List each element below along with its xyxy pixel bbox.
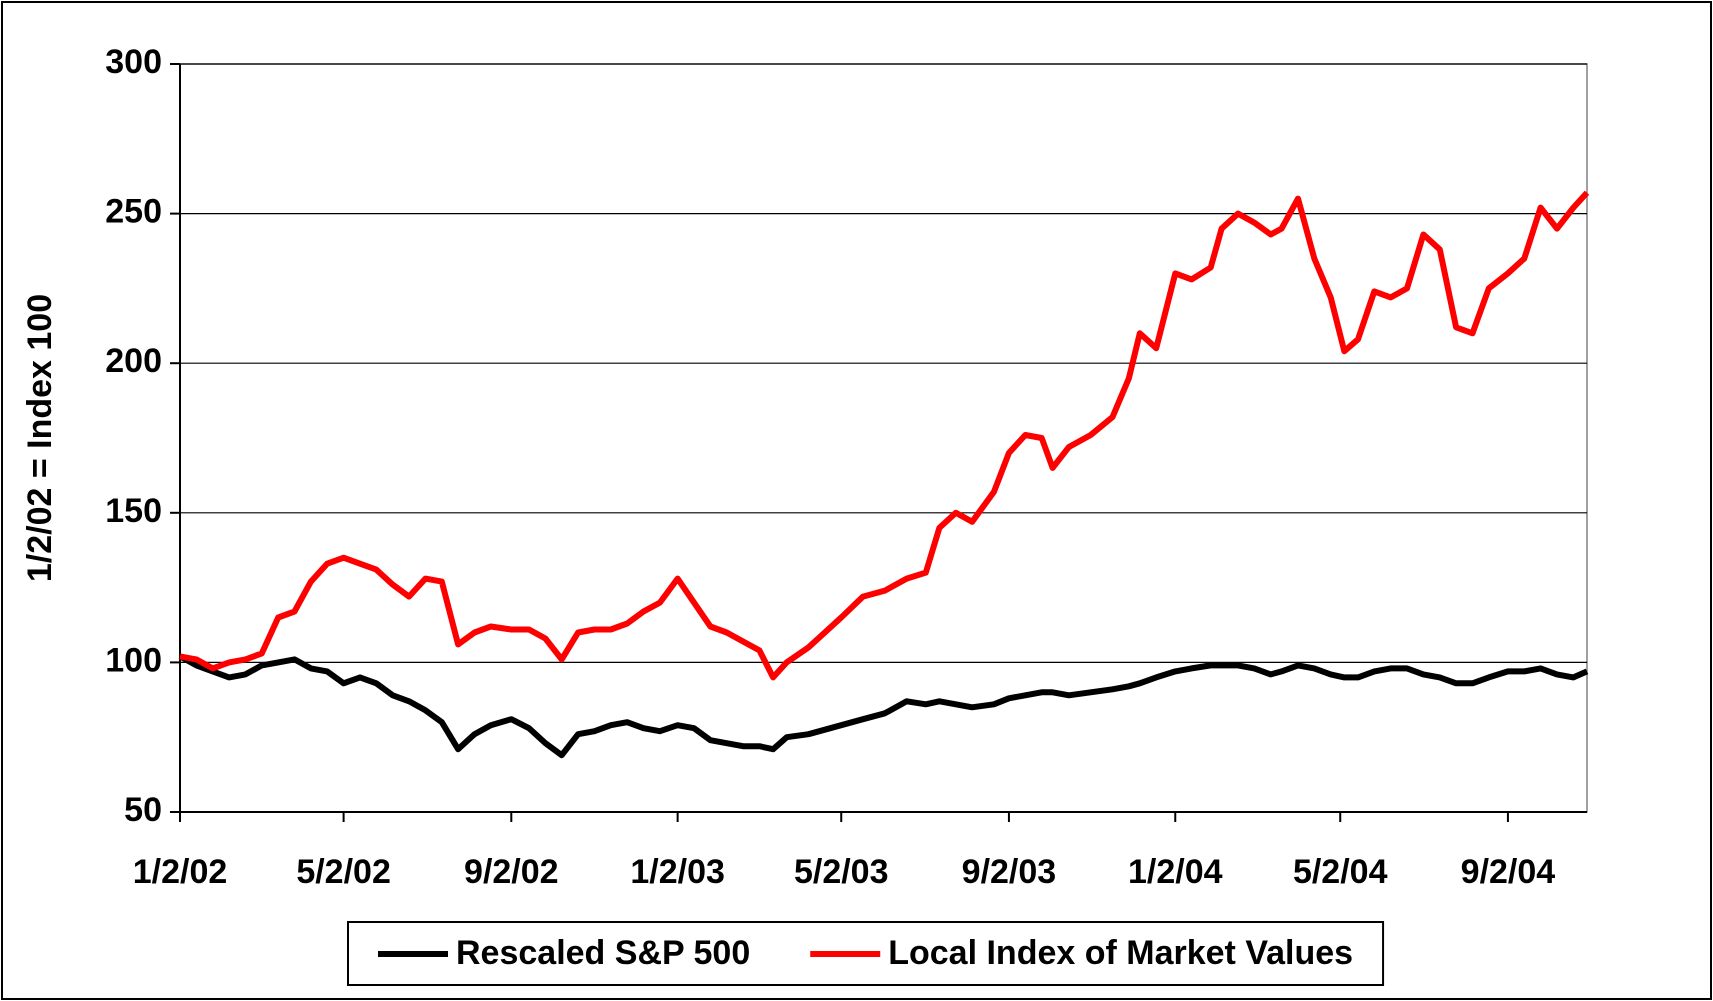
y-tick-label: 150 — [105, 492, 162, 530]
x-tick-label: 9/2/04 — [1461, 853, 1556, 891]
y-tick-label: 250 — [105, 193, 162, 231]
x-tick-label: 5/2/03 — [794, 853, 889, 891]
legend-label: Rescaled S&P 500 — [456, 934, 750, 972]
data-line — [179, 190, 1590, 681]
legend-label: Local Index of Market Values — [888, 934, 1353, 972]
y-axis-label: 1/2/02 = Index 100 — [21, 294, 59, 582]
plot-area — [179, 63, 1588, 813]
x-tick-label: 1/2/02 — [133, 853, 228, 891]
x-tick-label: 1/2/03 — [630, 853, 725, 891]
y-tick-label: 50 — [124, 791, 162, 829]
x-tick-label: 5/2/04 — [1293, 853, 1388, 891]
x-tick-label: 9/2/03 — [962, 853, 1057, 891]
x-tick-label: 9/2/02 — [464, 853, 559, 891]
y-tick-label: 300 — [105, 43, 162, 81]
y-tick-label: 100 — [105, 641, 162, 679]
data-line — [178, 653, 1589, 759]
x-tick-label: 5/2/02 — [296, 853, 391, 891]
x-tick-label: 1/2/04 — [1128, 853, 1223, 891]
y-tick-label: 200 — [105, 342, 162, 380]
